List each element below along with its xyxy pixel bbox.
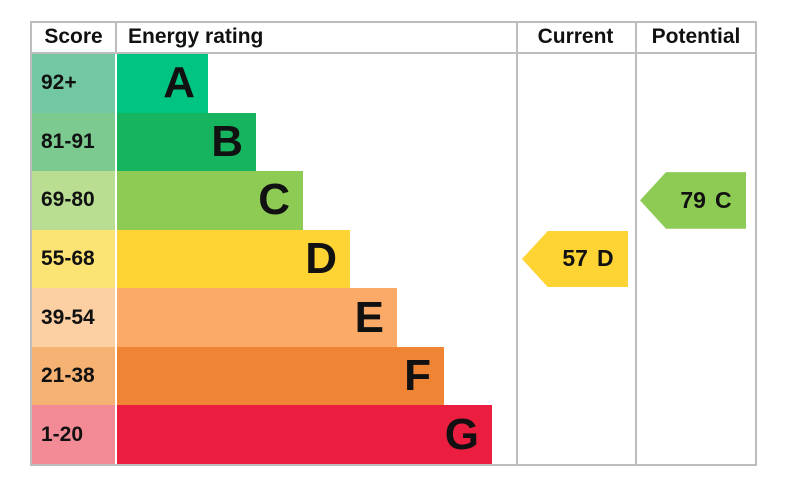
score-range-label: 39-54 <box>32 288 115 347</box>
band-row: 81-91 B <box>32 112 755 172</box>
band-row: 92+ A <box>32 54 755 113</box>
score-range-label: 92+ <box>32 54 115 113</box>
potential-column-header: Potential <box>651 25 741 48</box>
band-row: 55-68 D <box>32 229 755 289</box>
rating-band-bar: B <box>117 112 256 172</box>
band-row: 21-38 F <box>32 346 755 406</box>
band-row: 39-54 E <box>32 288 755 347</box>
current-rating-arrow: 57 D <box>522 230 628 288</box>
potential-rating-arrow: 79 C <box>640 172 746 229</box>
rating-band-bar: G <box>117 405 492 465</box>
score-range-label: 1-20 <box>32 405 115 465</box>
current-column-header: Current <box>537 25 614 48</box>
score-range-label: 55-68 <box>32 229 115 289</box>
rating-band-bar: A <box>117 54 208 113</box>
band-row: 1-20 G <box>32 405 755 465</box>
rating-band-bar: F <box>117 346 444 406</box>
rating-band-bar: D <box>117 229 350 289</box>
current-rating-letter: D <box>596 245 614 272</box>
potential-rating-value: 79 <box>680 186 706 213</box>
header-divider-line <box>30 52 757 54</box>
energy-rating-column-header: Energy rating <box>128 25 264 48</box>
score-range-label: 81-91 <box>32 112 115 172</box>
score-range-label: 69-80 <box>32 171 115 230</box>
band-rows: 92+ A 81-91 B 69-80 C 55-68 D 39-54 E 21… <box>32 54 755 465</box>
score-column-divider <box>115 21 117 54</box>
potential-column-divider <box>635 21 637 466</box>
rating-table: Score Energy rating Current Potential 92… <box>30 21 757 466</box>
score-column-header: Score <box>44 25 103 48</box>
rating-band-bar: C <box>117 171 303 230</box>
current-rating-value: 57 <box>562 245 588 272</box>
score-range-label: 21-38 <box>32 346 115 406</box>
current-column-divider <box>516 21 518 466</box>
band-row: 69-80 C <box>32 171 755 230</box>
rating-band-bar: E <box>117 288 397 347</box>
potential-rating-letter: C <box>714 186 732 213</box>
